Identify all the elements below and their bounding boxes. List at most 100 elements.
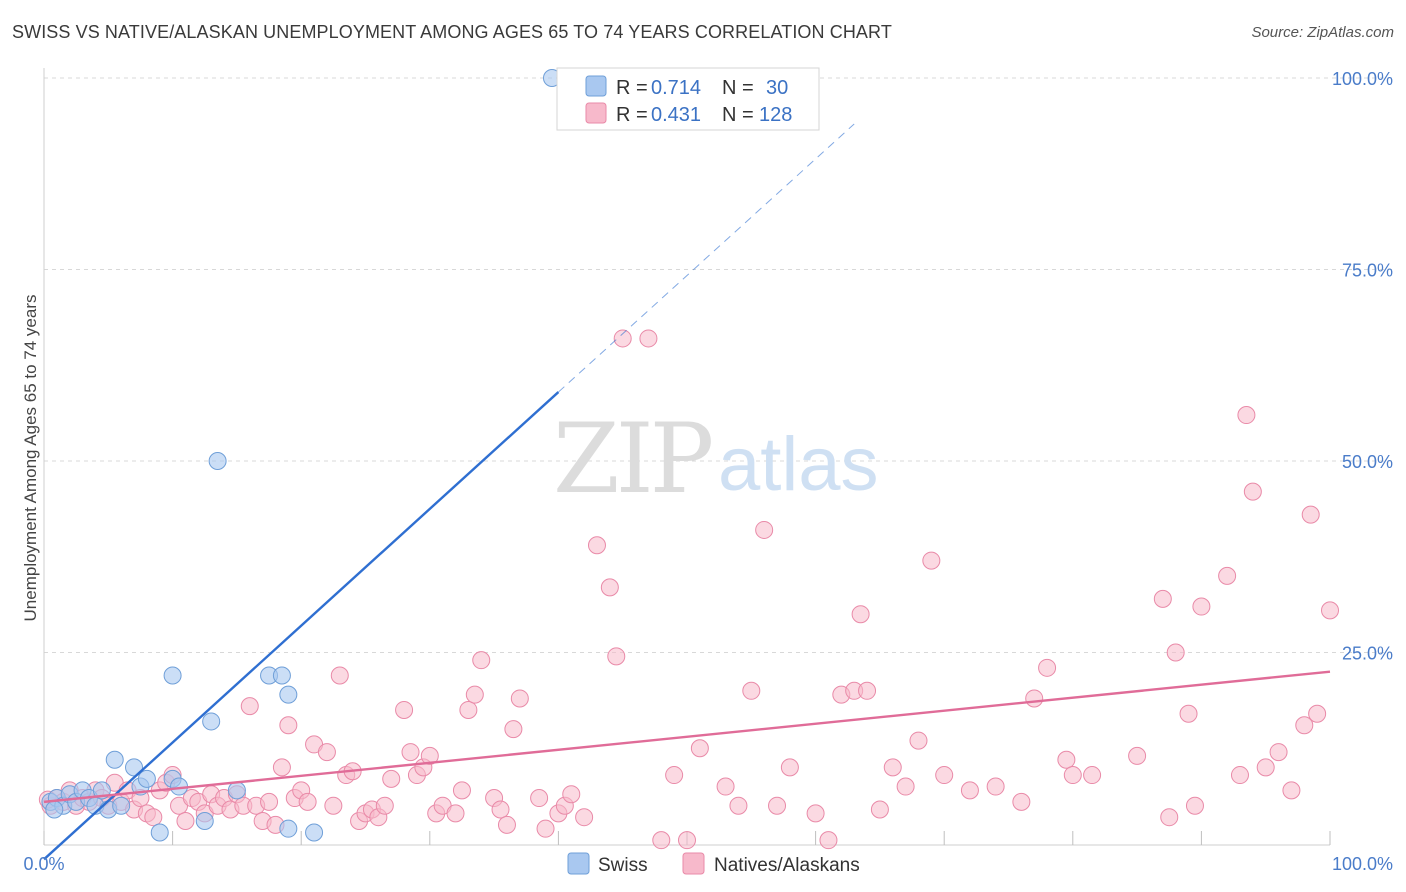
natives-point-66 <box>491 800 510 819</box>
swiss-point-27 <box>305 823 324 842</box>
natives-point-69 <box>510 689 529 708</box>
natives-point-110 <box>1083 766 1102 785</box>
legend-n-value-swiss: 30 <box>766 77 788 99</box>
y-tick-label-1: 50.0% <box>1342 452 1393 472</box>
natives-point-98 <box>883 758 902 777</box>
natives-point-86 <box>729 796 748 815</box>
legend-r-label-swiss: R = <box>616 77 648 99</box>
natives-point-118 <box>1218 566 1237 585</box>
natives-point-100 <box>909 731 928 750</box>
natives-point-71 <box>536 819 555 838</box>
swiss-point-19 <box>195 812 214 831</box>
natives-point-54 <box>401 743 420 762</box>
legend-n-value-natives: 128 <box>759 104 792 126</box>
natives-point-21 <box>176 812 195 831</box>
natives-point-97 <box>870 800 889 819</box>
legend-n-label-swiss: N = <box>722 77 754 99</box>
natives-point-116 <box>1185 796 1204 815</box>
natives-point-92 <box>819 831 838 850</box>
y-axis-label: Unemployment Among Ages 65 to 74 years <box>21 295 40 622</box>
y-tick-label-2: 75.0% <box>1342 261 1393 281</box>
x-tick-label-0: 0.0% <box>23 854 64 874</box>
natives-trend-line <box>43 670 1331 804</box>
swiss-point-14 <box>137 769 156 788</box>
bottom-legend-swatch-natives <box>682 852 705 875</box>
natives-point-123 <box>1269 743 1288 762</box>
swiss-trend-line <box>43 391 560 861</box>
natives-point-102 <box>935 766 954 785</box>
natives-point-31 <box>240 697 259 716</box>
natives-point-122 <box>1256 758 1275 777</box>
bottom-legend-label-natives: Natives/Alaskans <box>714 855 860 876</box>
natives-point-111 <box>1128 746 1147 765</box>
natives-point-64 <box>472 651 491 670</box>
natives-point-74 <box>562 785 581 804</box>
x-tick-label-1: 100.0% <box>1332 854 1393 874</box>
swiss-point-18 <box>163 666 182 685</box>
natives-point-90 <box>780 758 799 777</box>
y-tick-label-3: 100.0% <box>1332 69 1393 89</box>
natives-point-61 <box>452 781 471 800</box>
legend-r-value-swiss: 0.714 <box>651 77 701 99</box>
swiss-point-29 <box>45 800 64 819</box>
natives-point-88 <box>755 520 774 539</box>
swiss-trend-extension <box>558 123 855 393</box>
legend-swatch-natives <box>585 102 607 124</box>
natives-point-51 <box>375 796 394 815</box>
swiss-point-10 <box>105 750 124 769</box>
natives-point-16 <box>144 808 163 827</box>
natives-point-96 <box>858 681 877 700</box>
natives-point-119 <box>1230 766 1249 785</box>
natives-point-105 <box>1012 792 1031 811</box>
natives-point-113 <box>1160 808 1179 827</box>
natives-point-85 <box>716 777 735 796</box>
watermark-zip: ZIP <box>553 403 712 515</box>
chart-title: SWISS VS NATIVE/ALASKAN UNEMPLOYMENT AMO… <box>12 22 892 42</box>
natives-point-125 <box>1295 716 1314 735</box>
natives-point-95 <box>851 605 870 624</box>
swiss-series <box>41 69 561 842</box>
legend-r-label-natives: R = <box>616 104 648 126</box>
natives-point-62 <box>459 700 478 719</box>
natives-point-115 <box>1179 704 1198 723</box>
natives-point-81 <box>652 831 671 850</box>
natives-point-76 <box>587 536 606 555</box>
natives-point-114 <box>1166 643 1185 662</box>
natives-point-70 <box>530 789 549 808</box>
natives-point-36 <box>272 758 291 777</box>
natives-point-42 <box>317 743 336 762</box>
natives-point-82 <box>665 766 684 785</box>
natives-point-37 <box>279 716 298 735</box>
natives-point-99 <box>896 777 915 796</box>
natives-point-67 <box>497 815 516 834</box>
natives-point-128 <box>1321 601 1339 620</box>
watermark-atlas: atlas <box>718 422 879 507</box>
legend-n-label-natives: N = <box>722 104 754 126</box>
natives-point-40 <box>298 792 317 811</box>
series-legend: Swiss Natives/Alaskans <box>567 852 860 876</box>
swiss-point-22 <box>227 781 246 800</box>
natives-point-60 <box>446 804 465 823</box>
trend-lines <box>43 123 1331 861</box>
natives-point-91 <box>806 804 825 823</box>
natives-point-127 <box>1308 704 1327 723</box>
swiss-point-15 <box>150 823 169 842</box>
natives-point-120 <box>1237 406 1256 425</box>
natives-point-103 <box>960 781 979 800</box>
bottom-legend-label-swiss: Swiss <box>598 855 648 876</box>
correlation-legend: R = 0.714 N = 30 R = 0.431 N = 128 <box>556 67 820 131</box>
swiss-point-21 <box>208 452 227 470</box>
natives-point-84 <box>690 739 709 758</box>
swiss-point-24 <box>272 666 291 685</box>
natives-point-57 <box>420 746 439 765</box>
swiss-point-12 <box>125 758 144 777</box>
natives-point-112 <box>1153 589 1172 608</box>
watermark: ZIP atlas <box>553 403 879 515</box>
natives-point-68 <box>504 720 523 739</box>
natives-point-77 <box>600 578 619 597</box>
natives-point-43 <box>324 796 343 815</box>
natives-point-53 <box>395 700 414 719</box>
chart-source: Source: ZipAtlas.com <box>1251 24 1394 41</box>
natives-point-108 <box>1057 750 1076 769</box>
